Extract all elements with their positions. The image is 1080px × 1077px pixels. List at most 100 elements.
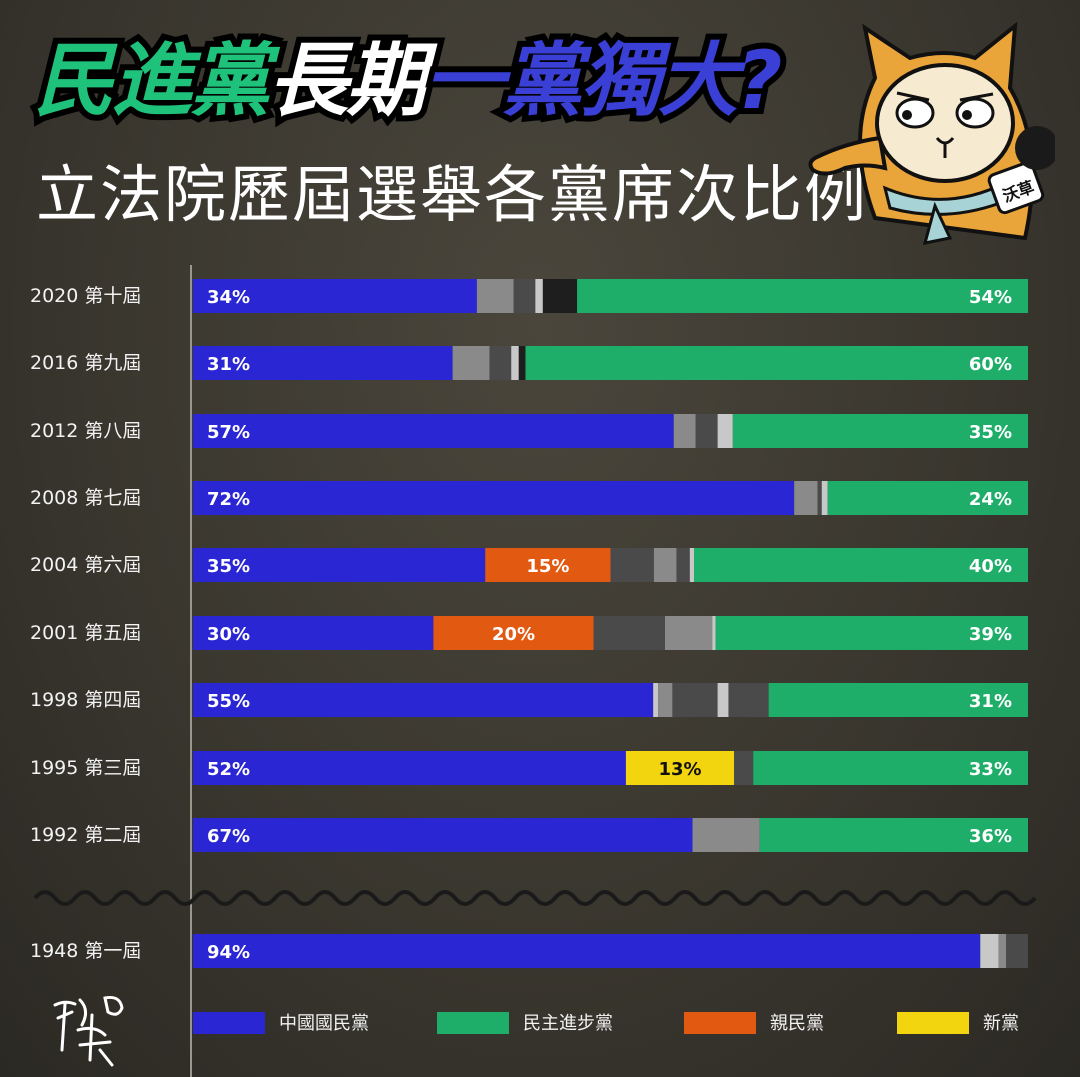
bar-segment-dpp <box>759 818 1028 852</box>
bar-row-3: 72% 24% <box>193 481 1028 515</box>
bar-segment-others_pale <box>653 683 659 717</box>
data-label-kmt: 94% <box>207 942 250 963</box>
bar-segment-others_light <box>452 346 490 380</box>
category-label: 1992 第二屆 <box>30 824 142 846</box>
legend-swatch <box>437 1012 509 1034</box>
bar-row-9: 94% <box>193 934 1028 968</box>
bar-row-6: 55% 31% <box>193 683 1028 717</box>
bar-segment-others_pale <box>980 934 999 968</box>
bar-segment-others_light <box>998 934 1007 968</box>
bar-segment-others_mid <box>695 414 718 448</box>
bar-segment-kmt <box>193 346 453 380</box>
data-label-kmt: 72% <box>207 489 250 510</box>
legend-swatch <box>897 1012 969 1034</box>
y-axis-line <box>190 265 192 1077</box>
legend-label: 中國國民黨 <box>279 1013 369 1034</box>
title-part-dominance: 一黨獨大? <box>418 28 788 133</box>
bar-segment-others_pale <box>717 414 733 448</box>
bar-segment-pfp <box>485 548 611 582</box>
bar-row-0: 34% 54% <box>193 279 1028 313</box>
bar-segment-kmt <box>193 683 654 717</box>
bar-row-8: 67% 36% <box>193 818 1028 852</box>
bar-segment-others_light <box>673 414 696 448</box>
bar-segment-others_pale <box>535 279 543 313</box>
bar-segment-dpp <box>577 279 1028 313</box>
data-label-dpp: 40% <box>969 556 1012 577</box>
data-label-kmt: 55% <box>207 691 250 712</box>
bar-segment-others_mid <box>734 751 754 785</box>
bar-segment-dpp <box>525 346 1028 380</box>
category-label: 2004 第六屆 <box>30 554 142 576</box>
bar-segment-others_pale <box>689 548 694 582</box>
bar-segment-others_light <box>692 818 760 852</box>
legend-swatch <box>193 1012 265 1034</box>
bar-segment-kmt <box>193 414 674 448</box>
category-label: 1995 第三屆 <box>30 757 142 779</box>
bar-segment-others_light <box>476 279 514 313</box>
data-label-dpp: 35% <box>969 422 1012 443</box>
wuchao-signature-logo-icon: 沃草 <box>50 990 124 1067</box>
bar-row-2: 57% 35% <box>193 414 1028 448</box>
bar-segment-others_pale <box>511 346 519 380</box>
bar-segment-others_light <box>664 616 713 650</box>
bar-segment-dpp <box>694 548 1028 582</box>
signature-text: 沃草 <box>50 990 52 991</box>
bar-segment-others_mid <box>513 279 536 313</box>
bar-segment-kmt <box>193 818 693 852</box>
bar-segment-kmt <box>193 751 626 785</box>
bar-row-4: 35% 15% 40% <box>193 548 1028 582</box>
bar-segment-others_light <box>653 548 677 582</box>
bar-segment-others_mid <box>610 548 654 582</box>
bar-segment-dpp <box>753 751 1028 785</box>
category-label: 2012 第八屆 <box>30 420 142 442</box>
category-label: 2008 第七屆 <box>30 487 142 509</box>
legend-label: 親民黨 <box>770 1013 824 1034</box>
bar-row-1: 31% 60% <box>193 346 1028 380</box>
cat-reporter-mascot-icon: 沃草 <box>808 21 1055 245</box>
bar-segment-dpp <box>732 414 1028 448</box>
data-label-kmt: 30% <box>207 624 250 645</box>
category-label: 1998 第四屆 <box>30 689 142 711</box>
data-label-kmt: 34% <box>207 287 250 308</box>
data-label-pfp: 20% <box>492 624 535 645</box>
data-label-kmt: 52% <box>207 759 250 780</box>
bar-segment-others_mid <box>728 683 769 717</box>
data-label-dpp: 33% <box>969 759 1012 780</box>
bar-segment-dpp <box>715 616 1028 650</box>
data-label-np: 13% <box>658 759 701 780</box>
bar-segment-dpp <box>768 683 1028 717</box>
legend-label: 民主進步黨 <box>523 1013 613 1034</box>
axis-break-wave <box>33 890 1037 906</box>
main-title: 民進黨長期一黨獨大? <box>28 22 788 140</box>
data-label-kmt: 57% <box>207 422 250 443</box>
bar-segment-others_mid <box>1006 934 1028 968</box>
bar-segment-pfp <box>433 616 594 650</box>
category-label: 1948 第一屆 <box>30 940 142 962</box>
bar-segment-kmt <box>193 548 486 582</box>
category-label: 2016 第九屆 <box>30 352 142 374</box>
bar-segment-others_mid <box>593 616 665 650</box>
data-label-pfp: 15% <box>526 556 569 577</box>
data-label-dpp: 60% <box>969 354 1012 375</box>
bar-segment-others_pale <box>712 616 716 650</box>
bar-segment-others_mid <box>676 548 690 582</box>
bar-row-5: 30% 20% 39% <box>193 616 1028 650</box>
category-label: 2020 第十屆 <box>30 285 142 307</box>
legend-label: 新黨 <box>983 1013 1019 1034</box>
bar-segment-kmt <box>193 616 434 650</box>
bar-row-7: 52% 13% 33% <box>193 751 1028 785</box>
legend-swatch <box>684 1012 756 1034</box>
bar-segment-others_dark <box>542 279 578 313</box>
data-label-kmt: 31% <box>207 354 250 375</box>
data-label-dpp: 39% <box>969 624 1012 645</box>
bar-segment-others_light <box>794 481 818 515</box>
bar-segment-dpp <box>827 481 1028 515</box>
bar-segment-kmt <box>193 279 477 313</box>
data-label-dpp: 24% <box>969 489 1012 510</box>
data-label-kmt: 35% <box>207 556 250 577</box>
bar-segment-others_mid <box>817 481 822 515</box>
bar-segment-others_pale <box>717 683 729 717</box>
bar-segment-np <box>625 751 735 785</box>
data-label-kmt: 67% <box>207 826 250 847</box>
